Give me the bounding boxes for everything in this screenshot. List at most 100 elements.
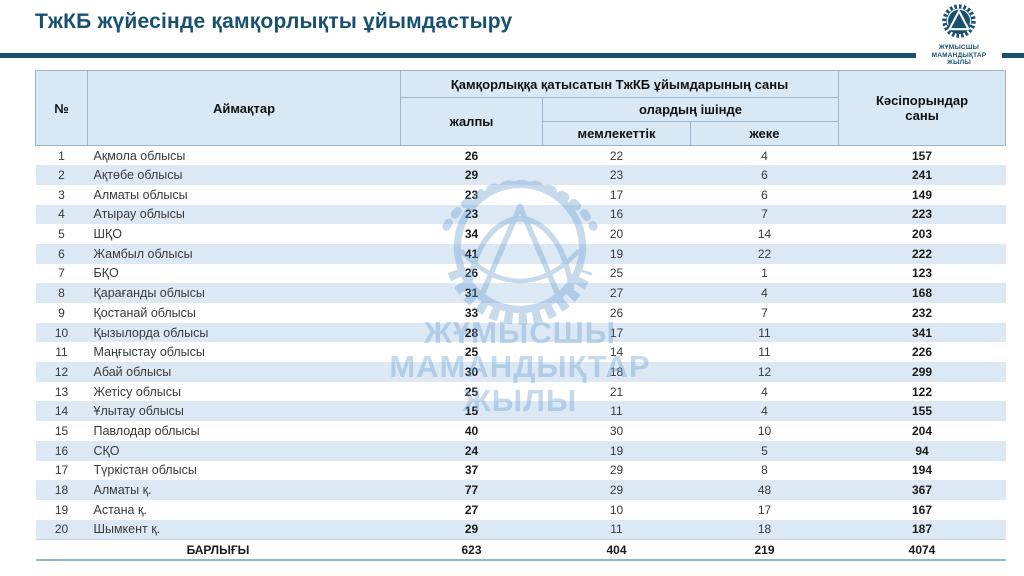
private-count: 8: [761, 463, 768, 478]
header-private: жеке: [689, 121, 840, 146]
enterprise-count: 194: [912, 463, 933, 478]
private-count: 5: [761, 443, 768, 458]
header-group: Қамқорлыққа қатысатын ТжКБ ұйымдарының с…: [399, 70, 840, 98]
region-name: Астана қ.: [93, 502, 147, 517]
state-count: 19: [609, 443, 624, 458]
row-number: 7: [58, 266, 65, 281]
region-name: Маңғыстау облысы: [93, 345, 205, 360]
table-body: 1 Ақмола облысы 26 22 4 157 2 Ақтөбе облысы 29 23…: [35, 146, 1006, 540]
region-name: Ақтөбе облысы: [93, 168, 183, 183]
private-count: 10: [757, 423, 772, 438]
table-row: 3 Алматы облысы 23 17 6 149: [36, 185, 1006, 205]
header-total: жалпы: [400, 97, 543, 146]
region-name: Алматы қ.: [93, 483, 152, 498]
total-count: 26: [464, 266, 479, 281]
enterprise-count: 299: [912, 364, 933, 379]
state-count: 17: [609, 187, 624, 202]
table-row: 4 Атырау облысы 23 16 7 223: [35, 204, 1006, 225]
header-enterprises: Кәсіпорындар саны: [838, 70, 1007, 146]
row-number: 19: [54, 502, 69, 517]
total-count: 25: [464, 384, 479, 399]
enterprise-count: 149: [912, 187, 933, 202]
total-count: 24: [464, 443, 479, 458]
private-count: 4: [761, 404, 768, 419]
state-count: 23: [609, 168, 624, 183]
table-row: 16 СҚО 24 19 5 94: [35, 440, 1006, 461]
header-subgroup: олардың ішінде: [541, 97, 840, 122]
region-name: Алматы облысы: [93, 187, 188, 202]
table-footer: БАРЛЫҒЫ 623 404 219 4074: [35, 538, 1006, 562]
row-number: 20: [54, 522, 69, 537]
private-count: 4: [761, 148, 768, 163]
total-count: 23: [464, 207, 479, 222]
state-count: 22: [609, 148, 624, 163]
state-count: 30: [609, 423, 624, 438]
enterprise-count: 187: [912, 522, 933, 537]
enterprise-count: 157: [912, 148, 933, 163]
table-row: 14 Ұлытау облысы 15 11 4 155: [35, 401, 1006, 422]
row-number: 9: [58, 305, 65, 320]
region-name: Қостанай облысы: [93, 305, 196, 320]
regions-table: № Аймақтар Қамқорлыққа қатысатын ТжКБ ұй…: [35, 70, 1007, 562]
enterprise-count: 203: [912, 227, 933, 242]
logo-line: ЖҰМЫСШЫ: [938, 44, 980, 51]
region-name: Ақмола облысы: [93, 148, 186, 163]
private-count: 14: [757, 227, 772, 242]
enterprise-count: 94: [915, 443, 929, 458]
enterprise-count: 241: [912, 168, 933, 183]
row-number: 2: [58, 168, 65, 183]
total-count: 30: [464, 364, 479, 379]
row-number: 15: [54, 423, 69, 438]
state-count: 14: [609, 345, 624, 360]
table-row: 8 Қарағанды облысы 31 27 4 168: [35, 283, 1006, 303]
logo-line: МАМАНДЫҚТАР: [931, 51, 987, 59]
table-row: 13 Жетісу облысы 25 21 4 122: [36, 382, 1006, 402]
private-count: 12: [757, 364, 772, 379]
private-count: 6: [761, 168, 768, 183]
enterprise-count: 232: [912, 305, 933, 320]
header-region: Аймақтар: [87, 70, 401, 146]
table-row: 15 Павлодар облысы 40 30 10 204: [36, 421, 1006, 441]
state-count: 17: [609, 325, 624, 340]
table-row: 12 Абай облысы 30 18 12 299: [35, 362, 1006, 382]
total-enterprises: 4074: [838, 538, 1006, 562]
total-count: 29: [464, 168, 479, 183]
table-row: 19 Астана қ. 27 10 17 167: [36, 500, 1006, 520]
total-count: 28: [464, 325, 479, 340]
state-count: 29: [609, 463, 624, 478]
gear-emblem-icon: [942, 4, 976, 38]
region-name: Қарағанды облысы: [93, 286, 205, 301]
total-count: 27: [464, 502, 479, 517]
private-count: 4: [761, 286, 768, 301]
state-count: 11: [610, 522, 623, 537]
row-number: 11: [55, 345, 68, 360]
region-name: Атырау облысы: [93, 207, 185, 222]
table-row: 18 Алматы қ. 77 29 48 367: [35, 480, 1006, 500]
total-count: 31: [464, 286, 479, 301]
total-total: 623: [400, 538, 543, 562]
table-row: 6 Жамбыл облысы 41 19 22 222: [35, 243, 1006, 264]
total-label: БАРЛЫҒЫ: [35, 538, 401, 562]
header-num: №: [35, 70, 88, 146]
region-name: Абай облысы: [93, 364, 172, 379]
row-number: 13: [54, 384, 69, 399]
state-count: 10: [609, 502, 624, 517]
enterprise-count: 204: [912, 423, 933, 438]
table-row: 17 Түркістан облысы 37 29 8 194: [36, 461, 1006, 481]
region-name: Қызылорда облысы: [93, 325, 209, 340]
row-number: 6: [58, 246, 65, 261]
enterprise-count: 222: [912, 246, 933, 261]
table-row: 1 Ақмола облысы 26 22 4 157: [36, 146, 1006, 166]
state-count: 29: [609, 483, 624, 498]
total-count: 15: [464, 404, 479, 419]
table-row: 9 Қостанай облысы 33 26 7 232: [36, 303, 1006, 323]
private-count: 22: [757, 246, 772, 261]
state-count: 11: [610, 404, 623, 419]
total-count: 26: [464, 148, 479, 163]
total-private: 219: [690, 538, 839, 562]
table-header: № Аймақтар Қамқорлыққа қатысатын ТжКБ ұй…: [35, 70, 1007, 146]
region-name: Түркістан облысы: [93, 463, 197, 478]
state-count: 21: [609, 384, 624, 399]
state-count: 27: [609, 286, 624, 301]
